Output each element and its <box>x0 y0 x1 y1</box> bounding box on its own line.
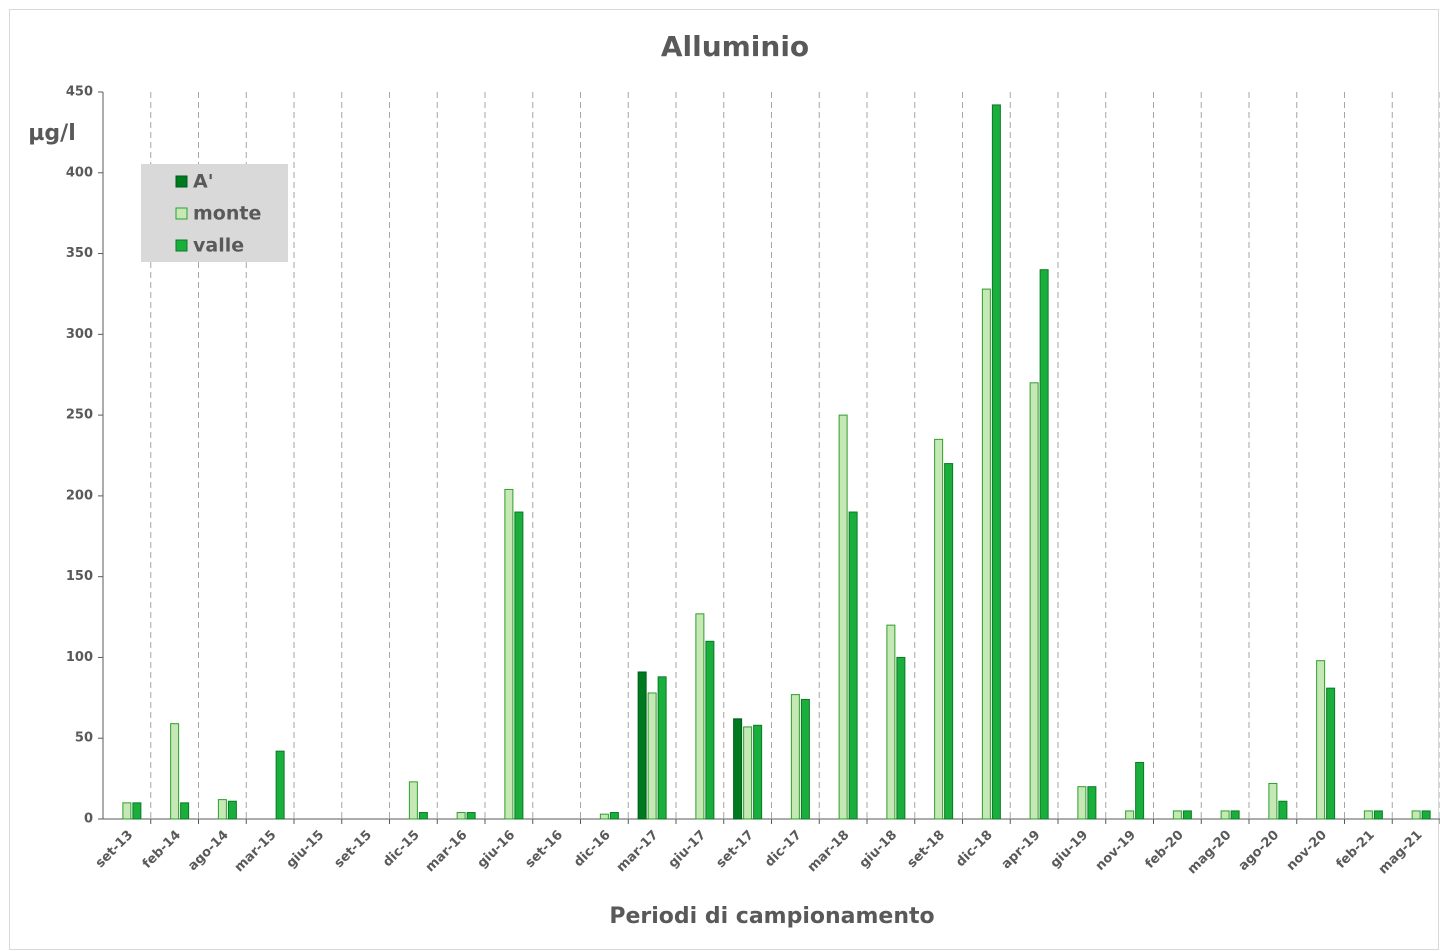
y-tick-label: 450 <box>66 85 93 100</box>
bar <box>1373 810 1383 820</box>
bar <box>275 750 285 820</box>
y-tick-label: 100 <box>66 650 93 665</box>
legend-swatch <box>175 239 188 252</box>
bar <box>1087 786 1097 820</box>
bar <box>1230 810 1240 820</box>
bar <box>514 511 524 820</box>
y-axis-title: µg/l <box>28 121 76 146</box>
bar <box>1411 810 1421 820</box>
bar <box>418 812 428 820</box>
bar <box>408 781 418 820</box>
bar <box>886 624 896 820</box>
legend: A' monte valle <box>141 164 288 262</box>
bar <box>647 692 657 820</box>
y-tick-label: 50 <box>75 731 93 746</box>
bar <box>1268 782 1278 820</box>
bar <box>122 802 132 820</box>
bar <box>981 288 991 820</box>
bar <box>456 812 466 820</box>
bar <box>934 438 944 820</box>
bar <box>1125 810 1135 820</box>
legend-swatch <box>175 207 188 220</box>
bar <box>609 812 619 820</box>
bar <box>733 718 743 820</box>
y-tick-label: 150 <box>66 569 93 584</box>
bar <box>838 414 848 820</box>
bar <box>637 671 647 820</box>
bar <box>1182 810 1192 820</box>
bar <box>599 813 609 820</box>
bar <box>1220 810 1230 820</box>
bar <box>1316 660 1326 820</box>
bar <box>753 724 763 820</box>
bar <box>1278 800 1288 820</box>
y-tick-label: 350 <box>66 246 93 261</box>
bar <box>1421 810 1431 820</box>
legend-label: valle <box>193 235 244 257</box>
bar <box>217 799 227 820</box>
bar <box>170 723 180 820</box>
chart-title: Alluminio <box>661 30 809 63</box>
bar <box>800 698 810 820</box>
bar <box>466 812 476 820</box>
bar <box>1029 382 1039 820</box>
legend-box <box>141 164 288 262</box>
bar <box>944 463 954 820</box>
y-tick-label: 400 <box>66 165 93 180</box>
y-tick-label: 0 <box>84 812 93 827</box>
bar <box>991 104 1001 820</box>
x-axis-title: Periodi di campionamento <box>609 904 934 929</box>
y-tick-label: 250 <box>66 408 93 423</box>
bar <box>657 676 667 820</box>
bar <box>504 488 514 820</box>
bar <box>848 511 858 820</box>
bar <box>705 640 715 820</box>
bar <box>132 802 142 820</box>
bar <box>695 613 705 820</box>
bar <box>896 656 906 820</box>
bar <box>1363 810 1373 820</box>
bar <box>180 802 190 820</box>
bar <box>743 726 753 820</box>
legend-label: monte <box>193 203 261 225</box>
bar <box>1039 269 1049 820</box>
y-tick-label: 300 <box>66 327 93 342</box>
bar <box>1077 786 1087 820</box>
legend-swatch <box>175 175 188 188</box>
legend-label: A' <box>193 171 214 193</box>
y-tick-label: 200 <box>66 488 93 503</box>
bar <box>790 694 800 820</box>
bar <box>1135 761 1145 820</box>
bar <box>1326 687 1336 820</box>
bar <box>1172 810 1182 820</box>
bar <box>227 800 237 820</box>
